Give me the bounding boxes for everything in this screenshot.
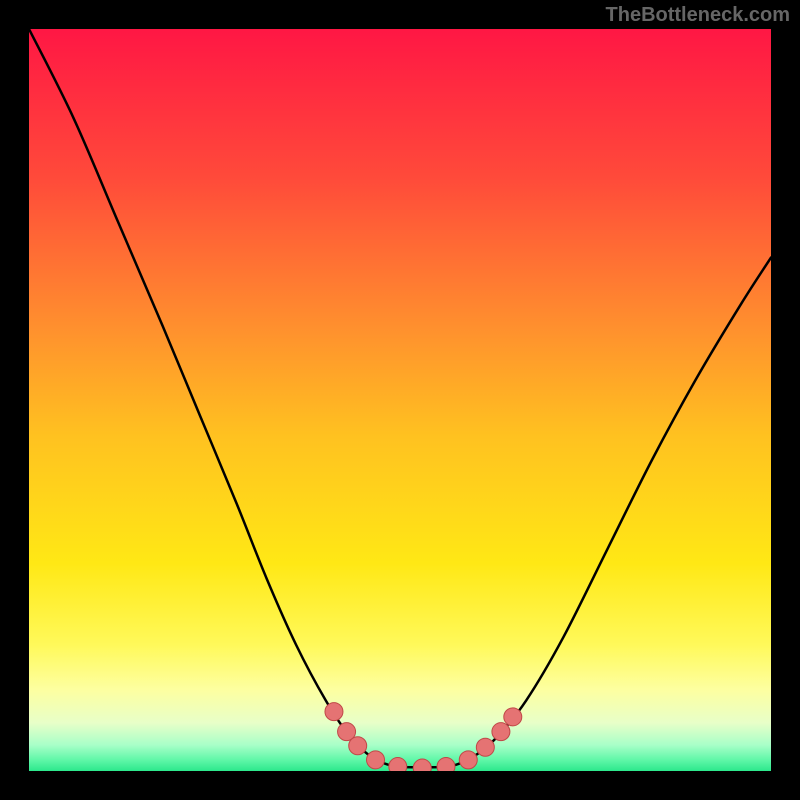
plot-area (29, 29, 771, 771)
data-marker (476, 738, 494, 756)
data-marker (437, 758, 455, 771)
watermark-text: TheBottleneck.com (606, 4, 790, 27)
data-marker (492, 723, 510, 741)
data-marker (389, 758, 407, 771)
data-marker (325, 703, 343, 721)
data-marker (349, 737, 367, 755)
data-marker (367, 751, 385, 769)
chart-container: TheBottleneck.com (0, 0, 800, 800)
plot-background (29, 29, 771, 771)
data-marker (459, 751, 477, 769)
data-marker (504, 708, 522, 726)
